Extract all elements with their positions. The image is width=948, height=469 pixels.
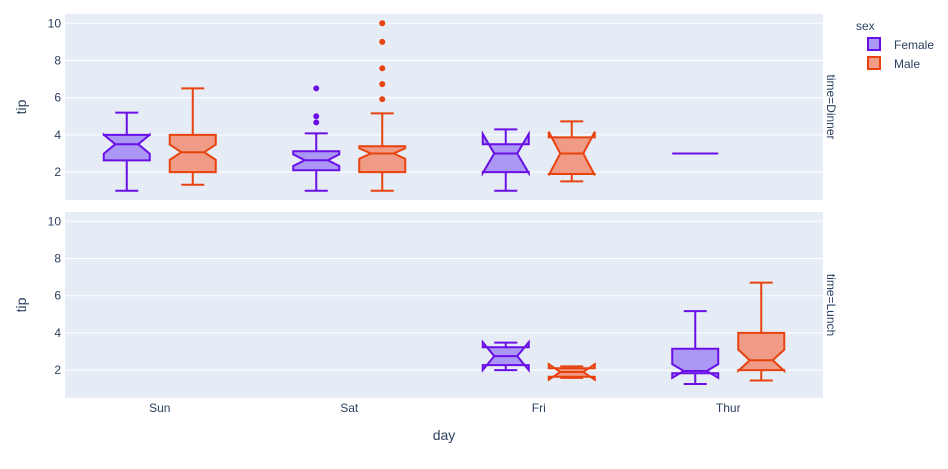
- box-male-fri[interactable]: [547, 362, 596, 382]
- box-female-sun[interactable]: [102, 111, 151, 192]
- outlier-point: [379, 20, 386, 27]
- outlier-point: [313, 85, 320, 92]
- y-tick-label: 10: [48, 214, 62, 228]
- x-axis-title: day: [433, 427, 456, 443]
- legend-swatch-icon: [867, 37, 881, 51]
- facet-label: time=Dinner: [824, 74, 838, 139]
- legend-title: sex: [856, 19, 875, 33]
- box-body: [737, 331, 786, 374]
- outlier-point: [379, 96, 386, 103]
- outlier-point: [313, 119, 320, 126]
- y-tick-label: 2: [54, 363, 61, 377]
- legend-label: Female: [894, 38, 934, 52]
- box-male-thur[interactable]: [737, 281, 786, 382]
- box-body: [168, 133, 217, 174]
- y-tick-label: 2: [54, 165, 61, 179]
- x-tick-label: Fri: [532, 401, 546, 415]
- box-female-thur[interactable]: [671, 310, 720, 386]
- box-female-sat[interactable]: [292, 85, 341, 192]
- y-tick-label: 6: [54, 91, 61, 105]
- outlier-point: [313, 113, 320, 120]
- facet-label: time=Lunch: [824, 274, 838, 336]
- box-body: [358, 145, 407, 174]
- box-female-fri[interactable]: [481, 128, 530, 192]
- box-male-fri[interactable]: [547, 120, 596, 183]
- outlier-point: [379, 38, 386, 45]
- outlier-point: [379, 65, 386, 72]
- y-tick-label: 10: [48, 16, 62, 30]
- legend-label: Male: [894, 57, 920, 71]
- y-axis-title: tip: [13, 99, 29, 114]
- box-male-sat[interactable]: [358, 20, 407, 192]
- y-tick-label: 8: [54, 54, 61, 68]
- y-tick-label: 8: [54, 252, 61, 266]
- box-body: [671, 347, 720, 380]
- x-tick-label: Thur: [716, 401, 741, 415]
- y-tick-label: 4: [54, 326, 61, 340]
- x-tick-label: Sun: [149, 401, 170, 415]
- box-male-sun[interactable]: [168, 87, 217, 186]
- y-axis-title: tip: [13, 297, 29, 312]
- box-body: [102, 132, 151, 162]
- y-tick-label: 6: [54, 289, 61, 303]
- outlier-point: [379, 81, 386, 88]
- box-female-fri[interactable]: [481, 339, 530, 373]
- legend-swatch-icon: [867, 56, 881, 70]
- legend-item-male[interactable]: Male: [867, 56, 920, 71]
- x-tick-label: Sat: [340, 401, 359, 415]
- legend-item-female[interactable]: Female: [867, 37, 934, 52]
- y-tick-label: 4: [54, 128, 61, 142]
